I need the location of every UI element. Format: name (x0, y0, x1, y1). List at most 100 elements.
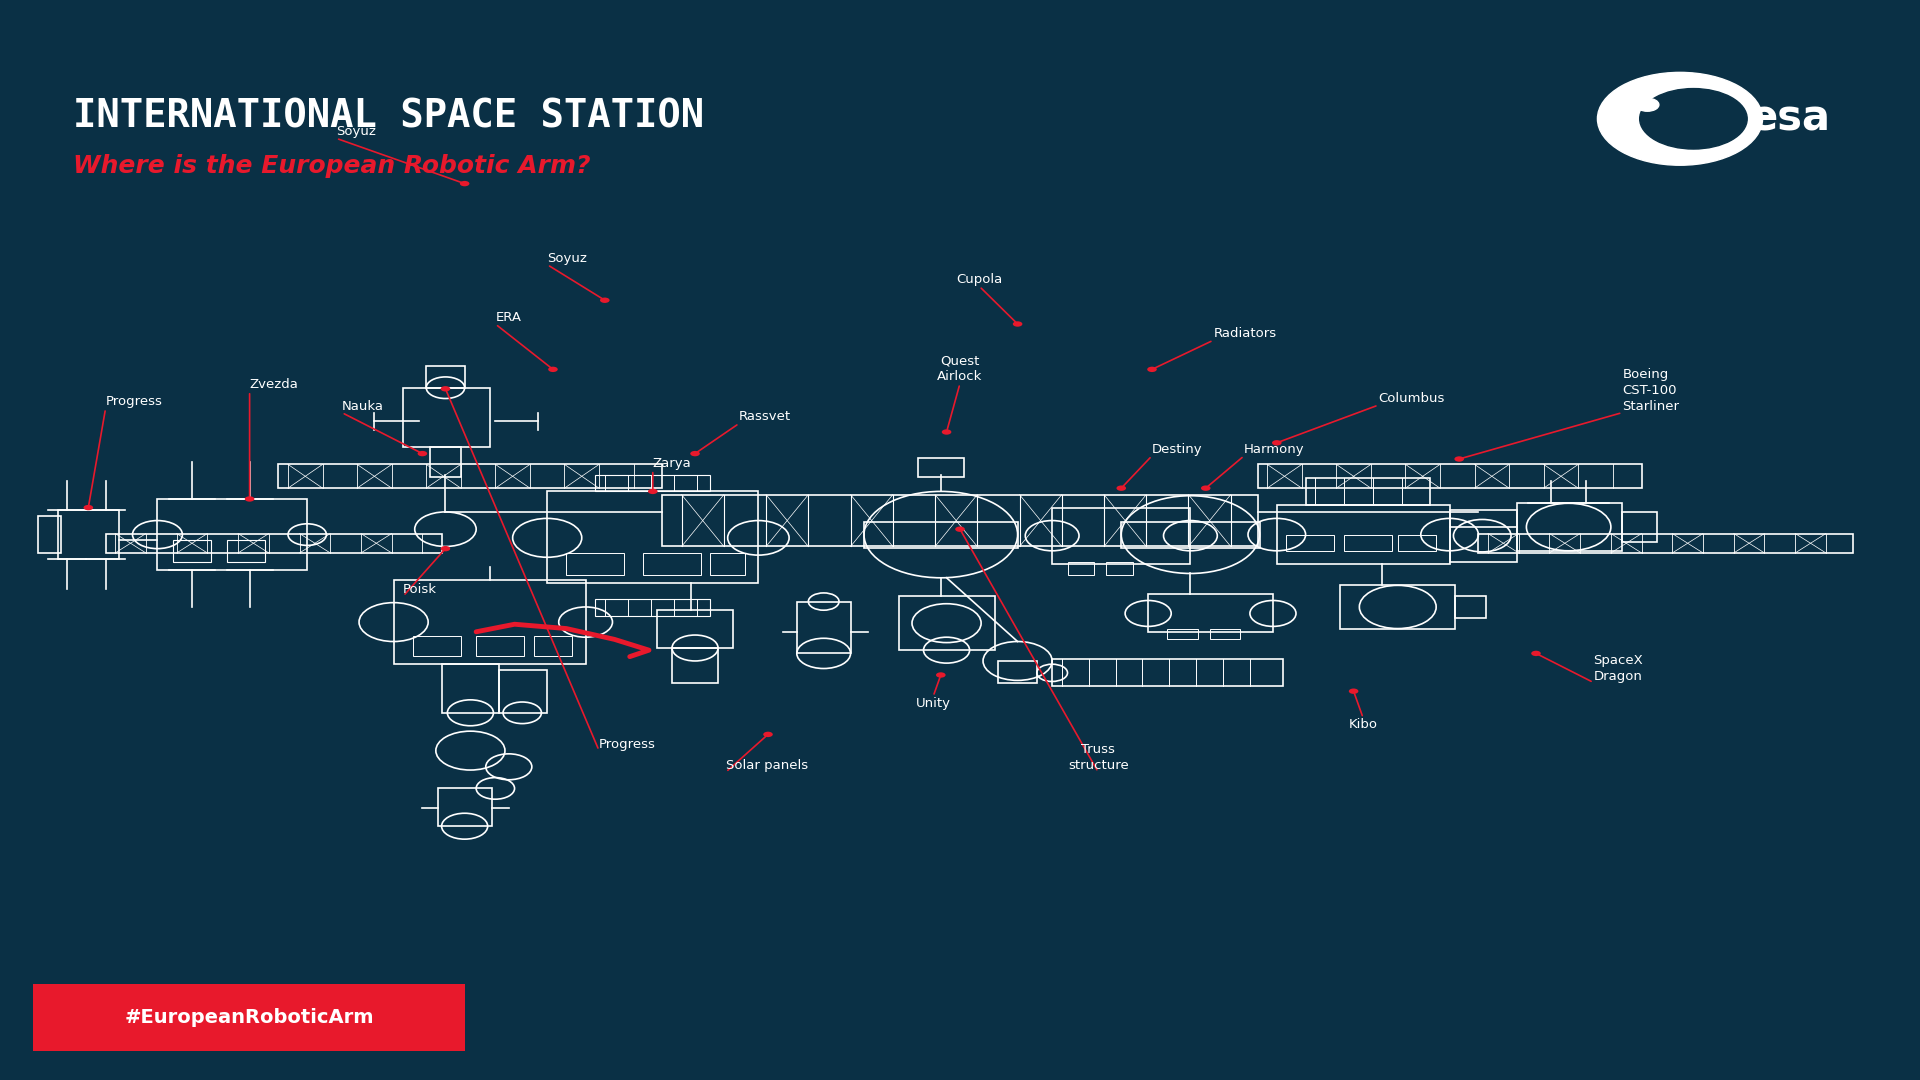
Text: Zvezda: Zvezda (250, 378, 298, 391)
Bar (1148, 594, 1273, 632)
Text: Cupola: Cupola (956, 273, 1002, 286)
Text: Progress: Progress (106, 395, 163, 408)
Bar (662, 495, 1258, 546)
Text: SpaceX
Dragon: SpaceX Dragon (1594, 653, 1644, 683)
Bar (1450, 510, 1517, 562)
Text: Destiny: Destiny (1152, 443, 1202, 456)
Bar (1258, 464, 1642, 488)
Bar (227, 540, 265, 562)
Bar (595, 599, 710, 616)
Bar (797, 602, 851, 653)
Bar (403, 388, 490, 447)
Circle shape (417, 451, 426, 456)
Text: Unity: Unity (916, 697, 950, 710)
Bar (1121, 522, 1260, 548)
Bar (998, 661, 1037, 683)
Bar (1455, 596, 1486, 618)
Bar (595, 475, 710, 491)
Bar (566, 553, 624, 575)
Text: Quest
Airlock: Quest Airlock (937, 354, 983, 383)
Bar (1398, 535, 1436, 551)
Circle shape (1636, 98, 1659, 111)
Bar (1517, 503, 1622, 551)
Circle shape (1455, 456, 1463, 462)
Circle shape (461, 180, 468, 186)
Bar (1622, 512, 1657, 542)
Circle shape (440, 545, 449, 551)
Bar (710, 553, 745, 575)
Bar (173, 540, 211, 562)
Circle shape (549, 366, 557, 372)
Bar (442, 664, 499, 713)
Bar (657, 610, 733, 648)
Bar (1052, 659, 1283, 686)
Bar (499, 670, 547, 713)
Bar (106, 534, 442, 553)
Text: Zarya: Zarya (653, 457, 691, 470)
Text: ERA: ERA (495, 311, 522, 324)
Bar (1167, 629, 1198, 639)
Bar (534, 636, 572, 656)
Bar (394, 580, 586, 664)
Text: Columbus: Columbus (1379, 392, 1446, 405)
Circle shape (84, 504, 92, 511)
Circle shape (691, 451, 699, 456)
Text: Solar panels: Solar panels (726, 759, 808, 772)
Circle shape (246, 496, 253, 501)
Text: Nauka: Nauka (342, 400, 384, 413)
Text: Rassvet: Rassvet (739, 410, 791, 423)
Bar (58, 510, 119, 559)
Bar (278, 464, 662, 488)
Text: #EuropeanRoboticArm: #EuropeanRoboticArm (125, 1008, 374, 1027)
Circle shape (599, 297, 609, 302)
Bar (1068, 562, 1094, 575)
Circle shape (1148, 366, 1156, 372)
Circle shape (1532, 650, 1540, 656)
Bar (413, 636, 461, 656)
Bar (38, 516, 61, 553)
Text: Boeing
CST-100
Starliner: Boeing CST-100 Starliner (1622, 367, 1680, 413)
Text: Harmony: Harmony (1244, 443, 1306, 456)
Circle shape (440, 386, 449, 391)
Bar (1340, 585, 1455, 629)
Circle shape (1348, 689, 1357, 693)
Bar (1306, 478, 1430, 505)
Text: Soyuz: Soyuz (336, 125, 376, 138)
Bar (426, 366, 465, 388)
Bar (1106, 562, 1133, 575)
Bar (430, 447, 461, 477)
Text: Truss
structure: Truss structure (1068, 743, 1129, 772)
Bar (1210, 629, 1240, 639)
Bar (1344, 535, 1392, 551)
Bar (547, 491, 758, 583)
Text: INTERNATIONAL SPACE STATION: INTERNATIONAL SPACE STATION (73, 97, 705, 135)
Circle shape (1117, 485, 1125, 491)
Circle shape (1273, 441, 1283, 446)
Bar (1478, 534, 1853, 553)
Circle shape (1014, 321, 1023, 326)
Circle shape (937, 672, 945, 678)
Circle shape (1640, 89, 1747, 149)
Bar (476, 636, 524, 656)
Bar (643, 553, 701, 575)
Circle shape (956, 526, 964, 532)
Bar (1052, 508, 1190, 564)
Bar (918, 458, 964, 477)
Text: Poisk: Poisk (403, 583, 438, 596)
Bar (864, 522, 1018, 548)
Circle shape (1202, 485, 1210, 491)
Text: esa: esa (1749, 98, 1830, 139)
Circle shape (941, 429, 950, 434)
Bar (1286, 535, 1334, 551)
Circle shape (764, 732, 772, 737)
Circle shape (649, 488, 657, 495)
Text: Kibo: Kibo (1348, 718, 1379, 731)
Text: Where is the European Robotic Arm?: Where is the European Robotic Arm? (73, 154, 591, 178)
Bar (1277, 505, 1450, 564)
Text: Progress: Progress (599, 738, 657, 751)
FancyBboxPatch shape (33, 984, 465, 1051)
Text: Radiators: Radiators (1213, 327, 1277, 340)
Bar (899, 596, 995, 650)
Bar (157, 499, 307, 570)
Bar (438, 788, 492, 826)
